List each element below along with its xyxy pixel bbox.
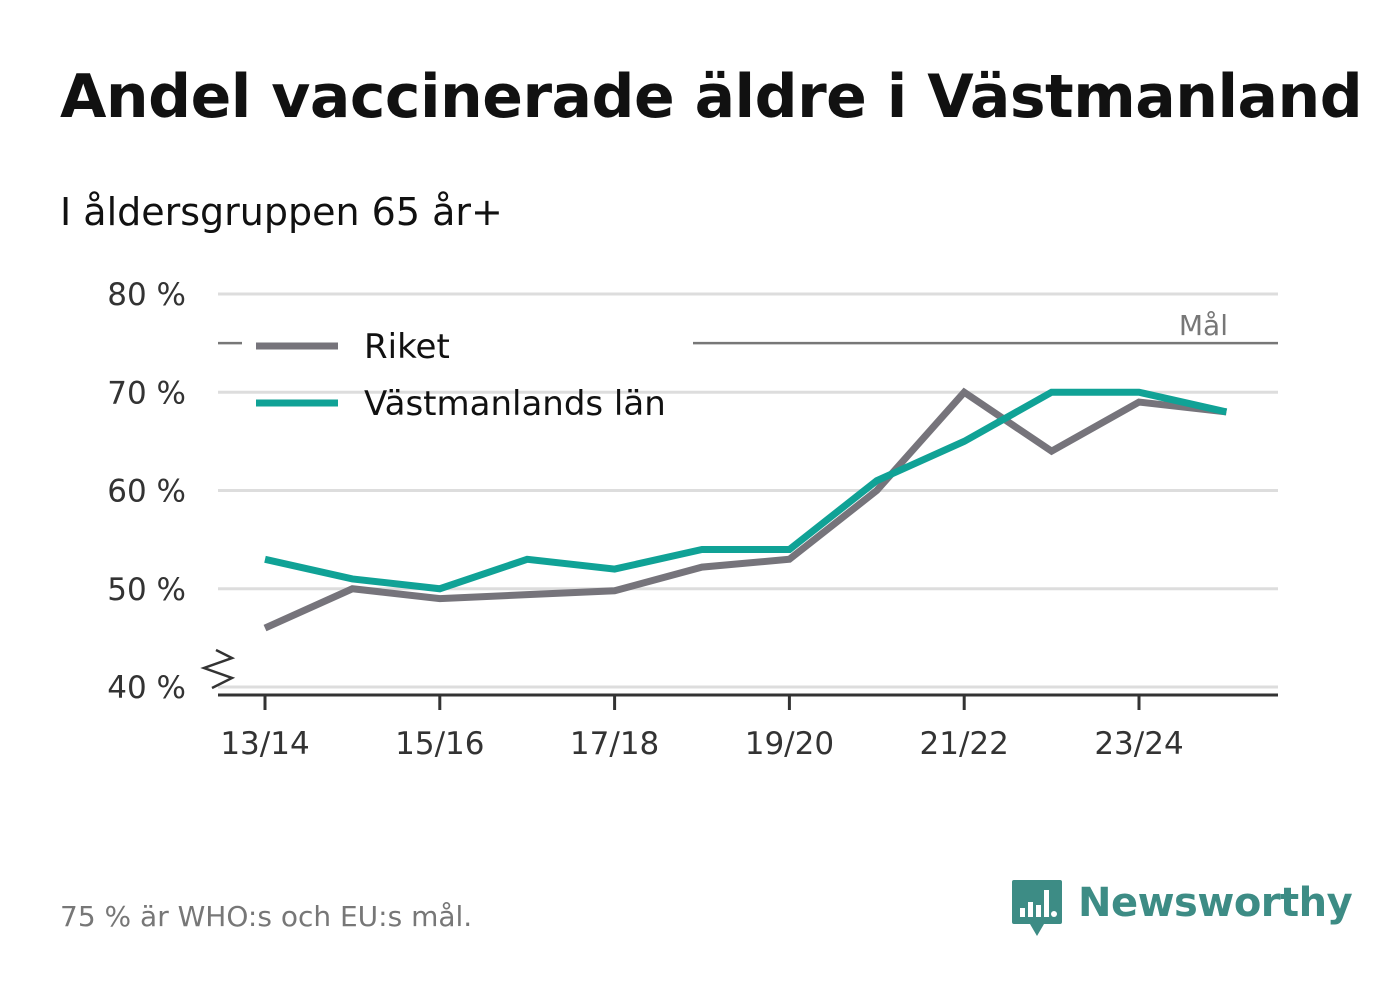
x-tick-label: 17/18 — [570, 726, 659, 762]
target-line-label: Mål — [1179, 309, 1228, 342]
brand-logo: Newsworthy — [1010, 878, 1353, 942]
x-tick-label: 23/24 — [1094, 726, 1183, 762]
target-line-group: Mål — [218, 309, 1278, 345]
brand-name: Newsworthy — [1078, 880, 1353, 926]
chart-subtitle: I åldersgruppen 65 år+ — [60, 190, 503, 234]
bar-chart-speech-bubble-icon — [1012, 880, 1062, 936]
series-line-vastmanland — [264, 388, 1228, 593]
series-line-riket — [263, 387, 1227, 632]
legend-label: Riket — [364, 327, 450, 367]
series-lines — [263, 387, 1228, 632]
chart-title: Andel vaccinerade äldre i Västmanland — [60, 62, 1363, 132]
x-tick-label: 19/20 — [745, 726, 834, 762]
x-tick-label: 13/14 — [220, 726, 309, 762]
y-tick-label: 60 % — [107, 474, 186, 510]
legend-label: Västmanlands län — [364, 384, 666, 424]
y-tick-label: 70 % — [107, 375, 186, 411]
axes: 40 % 50 % 60 % 70 % 80 % 13/14 15/16 17/18 19/20… — [107, 277, 1278, 762]
axis-break-icon — [200, 648, 236, 690]
x-tick-label: 15/16 — [395, 726, 484, 762]
y-tick-label: 80 % — [107, 277, 186, 313]
x-tick-label: 21/22 — [920, 726, 1009, 762]
y-tick-label: 40 % — [107, 670, 186, 706]
legend: Riket Västmanlands län — [256, 327, 666, 424]
footnote: 75 % är WHO:s och EU:s mål. — [60, 900, 473, 933]
y-tick-label: 50 % — [107, 572, 186, 608]
